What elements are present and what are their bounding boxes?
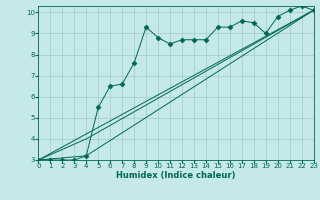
X-axis label: Humidex (Indice chaleur): Humidex (Indice chaleur): [116, 171, 236, 180]
